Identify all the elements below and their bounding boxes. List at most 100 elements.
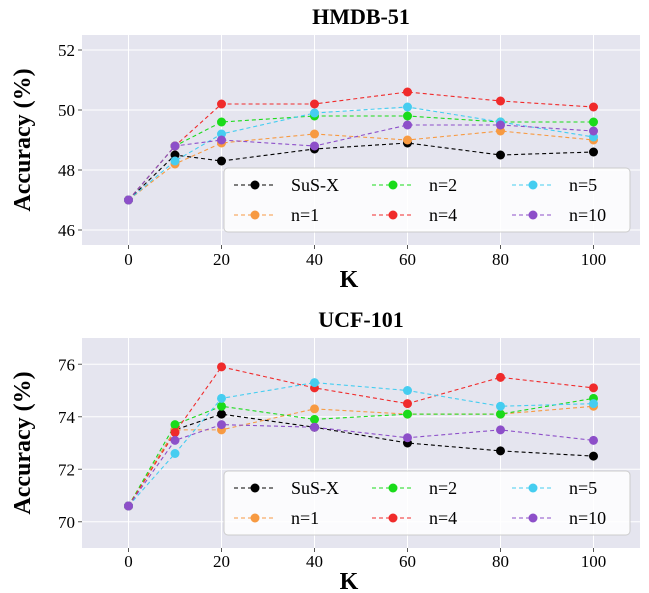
legend-marker [388, 513, 398, 523]
legend-label: n=1 [291, 508, 319, 528]
legend-entry: n=10 [512, 508, 606, 528]
legend-marker [388, 483, 398, 493]
y-tick-label: 70 [58, 513, 75, 532]
data-point [310, 378, 319, 388]
chart-title: HMDB-51 [312, 4, 410, 29]
x-tick-label: 40 [306, 250, 323, 269]
data-point [496, 96, 505, 106]
legend-entry: n=10 [512, 205, 606, 225]
series-5 [124, 420, 598, 511]
y-tick-label: 72 [58, 460, 75, 479]
data-point [310, 404, 319, 414]
legend-marker [388, 210, 398, 220]
data-point [403, 399, 412, 409]
data-point [589, 383, 598, 393]
legend-label: SuS-X [291, 478, 339, 498]
x-tick-label: 100 [581, 250, 607, 269]
data-point [496, 409, 505, 419]
legend-label: n=5 [569, 478, 597, 498]
data-point [496, 401, 505, 411]
data-point [170, 435, 180, 445]
legend-entry: n=2 [372, 175, 457, 195]
data-point [217, 156, 226, 166]
x-tick-label: 80 [492, 552, 509, 571]
chart-panel-0: 0 20 40 60 80 100 46 48 50 52 HMDB-51 K Accuracy (%)… [10, 4, 640, 293]
data-point [589, 399, 598, 409]
legend: SuS-X n=1 n=2 n=4 n=5 n=10 [223, 470, 631, 536]
legend-marker [528, 513, 538, 523]
data-point [217, 420, 226, 430]
legend-label: n=10 [569, 205, 606, 225]
legend-entry: n=2 [372, 478, 457, 498]
data-point [124, 195, 133, 205]
data-point [403, 433, 412, 443]
data-point [496, 372, 505, 382]
data-point [310, 414, 319, 424]
legend-entry: n=5 [512, 478, 597, 498]
y-axis-label: Accuracy (%) [10, 371, 36, 514]
x-tick-label: 100 [581, 552, 607, 571]
legend-label: n=4 [429, 508, 457, 528]
data-point [589, 451, 598, 461]
y-tick-label: 74 [58, 408, 76, 427]
data-point [496, 120, 505, 130]
chart-title: UCF-101 [318, 307, 404, 332]
x-axis-label: K [340, 267, 359, 293]
legend-marker [528, 180, 538, 190]
legend-marker [528, 483, 538, 493]
legend-entry: n=1 [234, 205, 319, 225]
data-point [170, 141, 180, 151]
x-tick-label: 20 [213, 250, 230, 269]
data-point [170, 420, 180, 430]
data-point [589, 102, 598, 112]
data-point [217, 117, 226, 127]
data-point [217, 401, 226, 411]
legend-label: n=5 [569, 175, 597, 195]
data-point [403, 409, 412, 419]
data-point [589, 147, 598, 157]
data-point [403, 111, 412, 121]
legend-label: SuS-X [291, 175, 339, 195]
legend-marker [250, 210, 260, 220]
legend-box [223, 167, 631, 233]
legend-label: n=2 [429, 175, 457, 195]
x-tick-label: 80 [492, 250, 509, 269]
data-point [170, 156, 180, 166]
x-tick-label: 0 [124, 250, 133, 269]
legend-entry: SuS-X [234, 478, 339, 498]
data-point [170, 449, 180, 458]
data-point [217, 393, 226, 403]
data-point [589, 126, 598, 136]
series-5 [124, 120, 598, 205]
data-point [496, 446, 505, 456]
legend-label: n=4 [429, 205, 457, 225]
y-tick-label: 50 [58, 101, 75, 120]
data-point [170, 428, 180, 437]
data-point [310, 422, 319, 432]
data-point [310, 99, 319, 109]
y-tick-label: 52 [58, 41, 75, 60]
y-tick-label: 46 [58, 221, 75, 240]
y-tick-label: 48 [58, 161, 75, 180]
data-point [217, 409, 226, 419]
data-point [403, 87, 412, 97]
data-point [496, 150, 505, 160]
data-point [310, 108, 319, 118]
x-tick-label: 60 [399, 552, 416, 571]
data-point [496, 425, 505, 435]
legend-label: n=1 [291, 205, 319, 225]
x-tick-label: 0 [124, 552, 133, 571]
legend-entry: SuS-X [234, 175, 339, 195]
data-point [403, 386, 412, 395]
legend-marker [528, 210, 538, 220]
data-point [589, 435, 598, 445]
legend-entry: n=1 [234, 508, 319, 528]
legend: SuS-X n=1 n=2 n=4 n=5 n=10 [223, 167, 631, 233]
legend-label: n=10 [569, 508, 606, 528]
legend-marker [250, 483, 260, 493]
x-tick-label: 40 [306, 552, 323, 571]
y-tick-label: 76 [58, 355, 75, 374]
data-point [403, 120, 412, 130]
data-point [403, 135, 412, 145]
